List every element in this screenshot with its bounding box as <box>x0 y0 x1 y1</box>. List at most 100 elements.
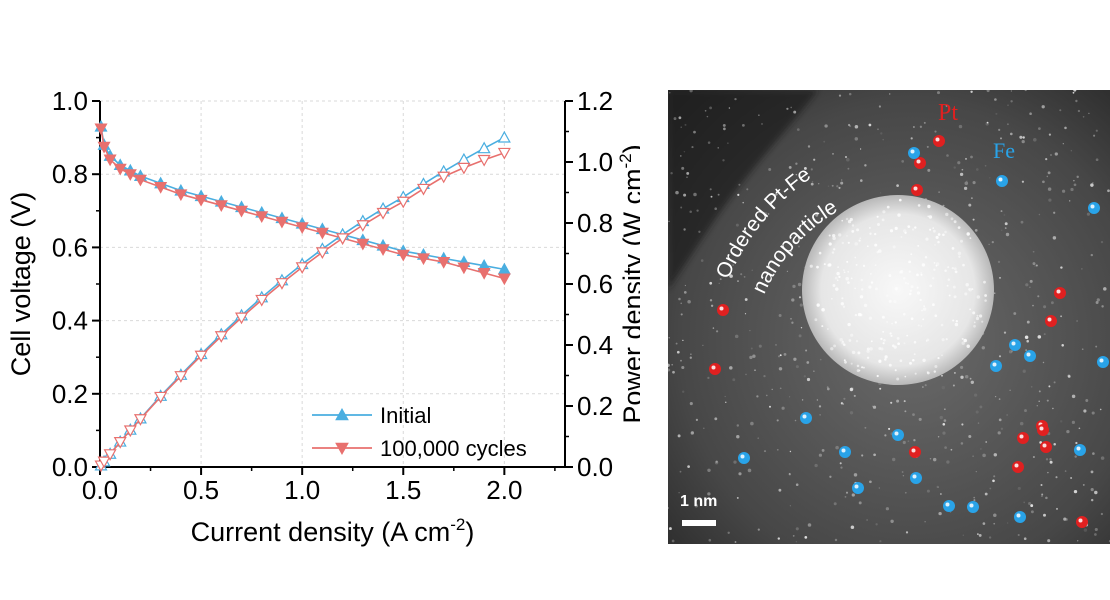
speckle <box>1036 405 1038 407</box>
np-speckle <box>916 286 919 289</box>
speckle <box>710 195 713 198</box>
speckle <box>718 282 720 284</box>
np-speckle <box>973 324 976 328</box>
speckle <box>1095 129 1098 132</box>
np-speckle <box>946 284 949 287</box>
speckle <box>998 355 1002 358</box>
speckle <box>770 200 773 204</box>
np-speckle <box>859 313 863 317</box>
speckle <box>998 128 1001 131</box>
speckle <box>747 468 752 473</box>
speckle <box>803 375 806 378</box>
speckle <box>1000 427 1004 430</box>
fe-atom <box>1009 339 1021 351</box>
speckle <box>788 473 791 476</box>
speckle <box>993 513 997 517</box>
speckle <box>1081 268 1083 270</box>
speckle <box>882 138 884 141</box>
speckle <box>794 419 797 422</box>
speckle <box>949 511 952 514</box>
speckle <box>1007 104 1009 107</box>
speckle <box>686 171 690 175</box>
np-speckle <box>843 343 846 347</box>
x-tick-label: 0.5 <box>183 475 219 505</box>
speckle <box>970 155 973 159</box>
np-speckle <box>909 289 913 293</box>
speckle <box>995 112 998 115</box>
data-point <box>103 154 117 167</box>
atom-dot <box>910 472 922 484</box>
speckle <box>1003 214 1006 216</box>
atom-dot <box>996 175 1008 187</box>
speckle <box>799 303 803 307</box>
np-speckle <box>859 237 862 239</box>
speckle <box>676 350 680 354</box>
speckle <box>848 92 852 96</box>
speckle <box>709 281 713 285</box>
np-speckle <box>886 294 889 297</box>
np-speckle <box>908 260 912 264</box>
np-speckle <box>841 340 844 343</box>
speckle <box>737 193 740 196</box>
speckle <box>707 492 711 496</box>
speckle <box>1055 476 1058 479</box>
speckle <box>1043 513 1046 517</box>
speckle <box>1099 408 1102 411</box>
speckle <box>1029 112 1032 115</box>
speckle <box>904 410 907 413</box>
np-speckle <box>967 288 971 291</box>
atom-dot <box>1012 461 1024 473</box>
speckle <box>728 107 731 109</box>
speckle <box>938 191 940 193</box>
speckle <box>806 361 810 364</box>
speckle <box>1062 189 1066 193</box>
speckle <box>686 176 688 179</box>
speckle <box>1013 312 1017 315</box>
np-speckle <box>920 325 923 327</box>
speckle <box>912 126 915 128</box>
data-point <box>133 414 147 426</box>
np-speckle <box>950 217 954 221</box>
np-speckle <box>832 284 836 287</box>
legend-label: Initial <box>380 403 431 428</box>
np-speckle <box>904 375 907 378</box>
np-speckle <box>882 210 886 214</box>
np-speckle <box>893 300 897 304</box>
speckle <box>1046 399 1049 402</box>
np-speckle <box>945 337 948 341</box>
speckle <box>1010 100 1013 103</box>
speckle <box>717 193 720 196</box>
speckle <box>890 401 893 404</box>
data-point <box>437 171 451 184</box>
speckle <box>740 273 743 276</box>
data-point <box>356 220 370 232</box>
speckle <box>888 427 891 430</box>
speckle <box>942 423 946 426</box>
speckle <box>993 522 996 525</box>
speckle <box>1026 339 1029 343</box>
np-speckle <box>870 281 874 284</box>
speckle <box>1091 411 1095 415</box>
np-speckle <box>975 316 980 321</box>
speckle <box>778 488 782 492</box>
speckle <box>746 188 749 191</box>
fe-atom <box>908 147 920 159</box>
speckle <box>864 426 867 429</box>
speckle <box>763 450 767 453</box>
speckle <box>1022 136 1025 139</box>
np-speckle <box>914 226 917 229</box>
data-point <box>295 222 309 235</box>
np-speckle <box>894 287 898 291</box>
speckle <box>986 90 990 93</box>
np-speckle <box>921 263 926 267</box>
speckle <box>788 472 791 475</box>
speckle <box>682 339 684 342</box>
speckle <box>1062 143 1064 145</box>
np-speckle <box>972 311 976 315</box>
data-point <box>275 216 289 229</box>
speckle <box>1090 498 1094 502</box>
speckle <box>1034 265 1036 267</box>
speckle <box>960 365 964 369</box>
np-speckle <box>838 275 841 279</box>
speckle <box>970 380 974 384</box>
